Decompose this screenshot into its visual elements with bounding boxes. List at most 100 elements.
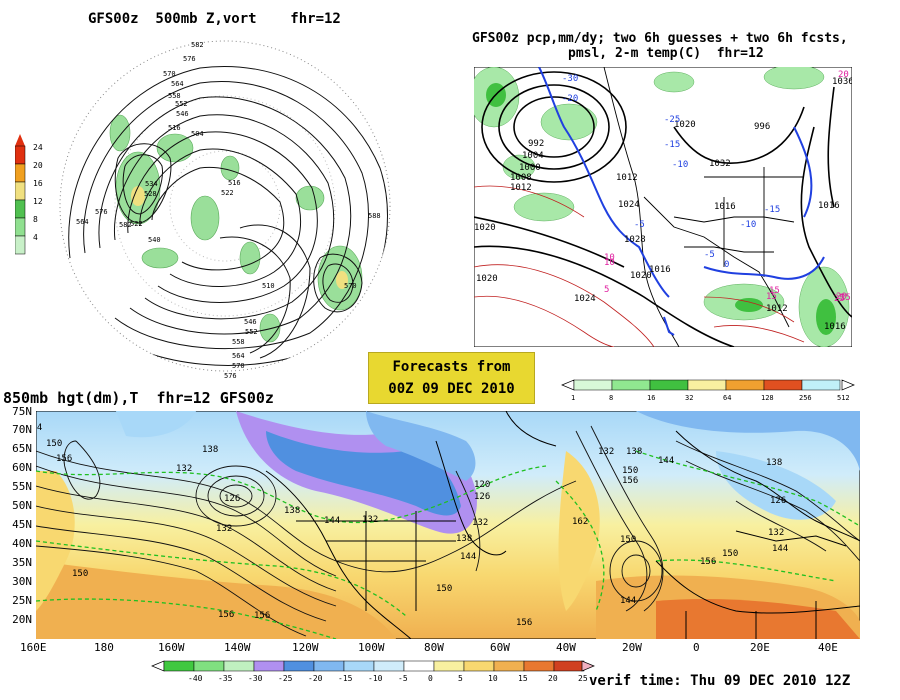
precip-panel-title-line2: pmsl, 2-m temp(C) fhr=12 [568, 46, 764, 61]
hgt-label: 132 [768, 528, 784, 538]
vort-label: 552 [175, 100, 188, 108]
legend-swatch [343, 660, 375, 672]
temp-label: -30 [562, 74, 578, 84]
vort-label: 570 [232, 362, 245, 370]
temp-color-legend: -40 -35 -30 -25 -20 -15 -10 -5 0 5 10 15 20 25 [151, 660, 595, 683]
legend-swatch [573, 379, 613, 391]
forecast-banner: Forecasts from 00Z 09 DEC 2010 [368, 352, 535, 404]
legend-label: 16 [647, 394, 655, 402]
pmsl-label: 1012 [616, 173, 638, 183]
vort-label: 516 [228, 179, 241, 187]
temp-label: -15 [664, 140, 680, 150]
legend-swatch [801, 379, 841, 391]
precip-panel-title-line1: GFS00z pcp,mm/dy; two 6h guesses + two 6… [472, 31, 848, 46]
hgt-label: 120 [474, 480, 490, 490]
legend-label: -40 [188, 674, 203, 683]
legend-arrow-top [15, 134, 25, 146]
lat-label: 30N [12, 575, 32, 588]
hgt-label: 150 [72, 569, 88, 579]
vort-label: 558 [232, 338, 245, 346]
legend-swatch [687, 379, 727, 391]
hgt850-labels: 144 150 156 132 126 132 138 150 156 138 … [36, 423, 788, 628]
legend-swatch [725, 379, 765, 391]
pmsl-label: 996 [754, 122, 770, 132]
legend-swatch [163, 660, 195, 672]
legend-label: -10 [368, 674, 383, 683]
pmsl-label: 1016 [714, 202, 736, 212]
hgt-label: 126 [770, 496, 786, 506]
legend-label: 4 [33, 233, 38, 242]
vort-color-legend: 24 20 16 12 8 4 [15, 134, 43, 255]
lon-label: 20W [622, 641, 642, 654]
pmsl-label: 1004 [522, 151, 544, 161]
lon-label: 0 [693, 641, 700, 654]
pmsl-label: 1024 [618, 200, 640, 210]
legend-swatch [253, 660, 285, 672]
legend-label: 20 [33, 161, 43, 170]
country-borders [265, 411, 860, 639]
legend-label: 512 [837, 394, 850, 402]
legend-label: 12 [33, 197, 43, 206]
pmsl-label: 1020 [474, 223, 496, 233]
hgt-label: 150 [46, 439, 62, 449]
temp-label: 15 [769, 286, 780, 296]
vort-label: 576 [95, 208, 108, 216]
legend-swatch [283, 660, 315, 672]
legend-swatch [15, 163, 26, 183]
legend-arrow-right [841, 379, 855, 391]
legend-swatch [403, 660, 435, 672]
hgt-label: 132 [216, 524, 232, 534]
legend-arrow-left [151, 660, 165, 672]
legend-label: 24 [33, 143, 43, 152]
vort-label: 516 [168, 124, 181, 132]
pmsl-label: 1020 [630, 271, 652, 281]
hgt-label: 156 [254, 611, 270, 621]
hgt-label: 156 [622, 476, 638, 486]
vort-label: 558 [168, 92, 181, 100]
pmsl-label: 1016 [649, 265, 671, 275]
hgt-label: 132 [598, 447, 614, 457]
legend-swatch [313, 660, 345, 672]
hgt-label: 156 [56, 454, 72, 464]
vort-label: 504 [191, 130, 204, 138]
polar-boundary [59, 40, 391, 372]
legend-swatch [15, 181, 26, 201]
pmsl-label: 1008 [510, 173, 532, 183]
vort-label: 576 [183, 55, 196, 63]
pmsl-label: 1012 [766, 304, 788, 314]
pmsl-labels: 992 1004 1000 1008 1012 1020 1024 1028 1… [474, 77, 852, 332]
hgt-label: 126 [224, 494, 240, 504]
hgt-label: 144 [324, 516, 340, 526]
legend-swatch [493, 660, 525, 672]
temp-label: 10 [604, 258, 615, 268]
lat-label: 65N [12, 442, 32, 455]
hgt-label: 138 [284, 506, 300, 516]
hgt-label: 144 [36, 423, 42, 433]
hgt850-map: 144 150 156 132 126 132 138 150 156 138 … [36, 411, 860, 639]
lon-label: 100W [358, 641, 385, 654]
temp-label: -5 [634, 220, 645, 230]
temp-label: 15 [766, 292, 777, 302]
hgt-label: 150 [620, 535, 636, 545]
legend-label: -15 [338, 674, 353, 683]
vort-label: 582 [191, 41, 204, 49]
hgt-label: 138 [456, 534, 472, 544]
legend-swatch [649, 379, 689, 391]
legend-label: 1 [571, 394, 575, 402]
temp-labels: -30 -20 -10 -15 -25 -5 0 5 10 15 20 25 -… [562, 70, 851, 304]
lat-label: 55N [12, 480, 32, 493]
legend-label: 64 [723, 394, 731, 402]
vort-label: 546 [244, 318, 257, 326]
vort-label: 582 [119, 221, 132, 229]
legend-swatch [463, 660, 495, 672]
vort-label: 522 [221, 189, 234, 197]
lat-label: 25N [12, 594, 32, 607]
temp-label: -25 [664, 115, 680, 125]
vort-label: 564 [171, 80, 184, 88]
pmsl-label: 1000 [519, 163, 541, 173]
hgt-label: 156 [516, 618, 532, 628]
legend-label: 8 [609, 394, 613, 402]
hgt-label: 150 [722, 549, 738, 559]
legend-label: 10 [488, 674, 498, 683]
vort-label: 564 [232, 352, 245, 360]
